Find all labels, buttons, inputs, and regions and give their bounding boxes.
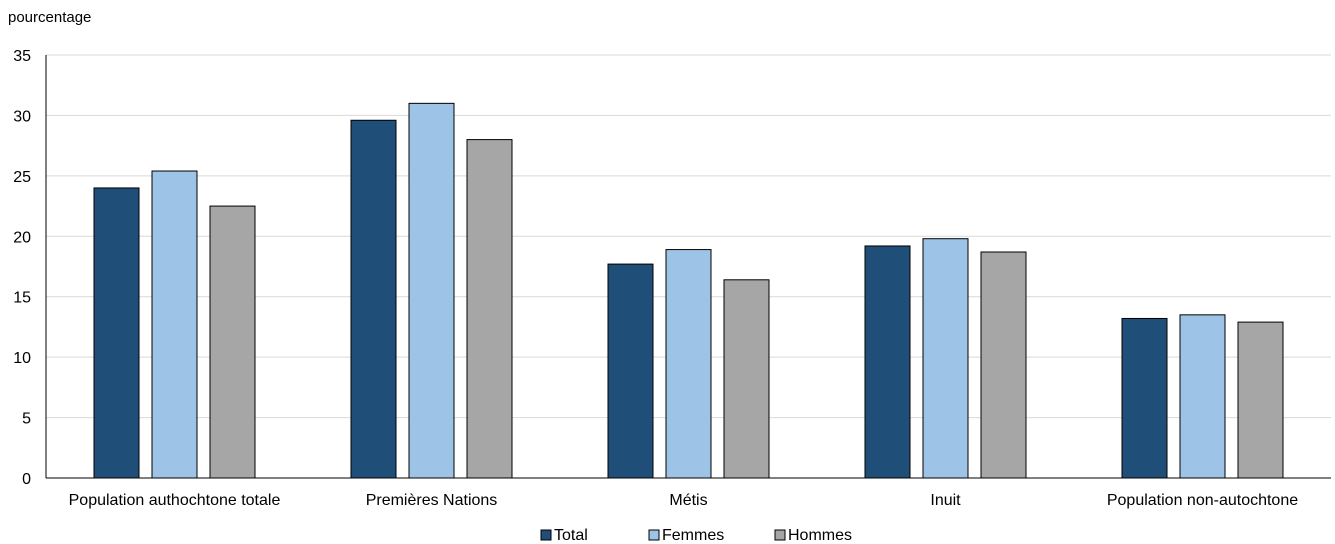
bar-total-2 [607, 263, 654, 479]
bar-hommes-3 [980, 251, 1027, 479]
category-label: Population authochtone totale [69, 492, 281, 509]
y-axis-title: pourcentage [8, 9, 91, 26]
legend-label-hommes: Hommes [788, 527, 852, 544]
bar-femmes-3 [922, 238, 969, 479]
y-tick-label: 30 [13, 108, 31, 125]
y-tick-label: 5 [22, 411, 31, 428]
legend: Total Femmes Hommes [540, 527, 852, 544]
bar-femmes-2 [665, 249, 712, 479]
bar-hommes-0 [209, 205, 256, 479]
bar-hommes-1 [466, 139, 513, 479]
category-label: Métis [669, 492, 707, 509]
y-tick-label: 25 [13, 169, 31, 186]
bar-total-4 [1121, 317, 1168, 479]
bar-hommes-2 [723, 279, 770, 479]
y-tick-labels: 0 5 10 15 20 25 30 35 [13, 48, 31, 488]
bar-total-1 [350, 119, 397, 479]
legend-label-total: Total [554, 527, 588, 544]
category-labels: Population authochtone totale Premières N… [69, 492, 1299, 509]
y-tick-label: 15 [13, 290, 31, 307]
y-tick-label: 0 [22, 471, 31, 488]
legend-swatch-total [540, 529, 552, 541]
bar-femmes-4 [1179, 314, 1226, 479]
y-tick-label: 10 [13, 350, 31, 367]
bar-femmes-1 [408, 102, 455, 479]
bar-total-0 [93, 187, 140, 479]
category-label: Inuit [930, 492, 961, 509]
y-tick-label: 35 [13, 48, 31, 65]
legend-label-femmes: Femmes [662, 527, 724, 544]
category-label: Premières Nations [366, 492, 498, 509]
bars [93, 102, 1284, 479]
legend-swatch-hommes [774, 529, 786, 541]
bar-total-3 [864, 245, 911, 479]
category-label: Population non-autochtone [1107, 492, 1298, 509]
bar-hommes-4 [1237, 321, 1284, 479]
y-tick-label: 20 [13, 229, 31, 246]
axes [45, 55, 1331, 479]
bar-femmes-0 [151, 170, 198, 479]
legend-swatch-femmes [648, 529, 660, 541]
